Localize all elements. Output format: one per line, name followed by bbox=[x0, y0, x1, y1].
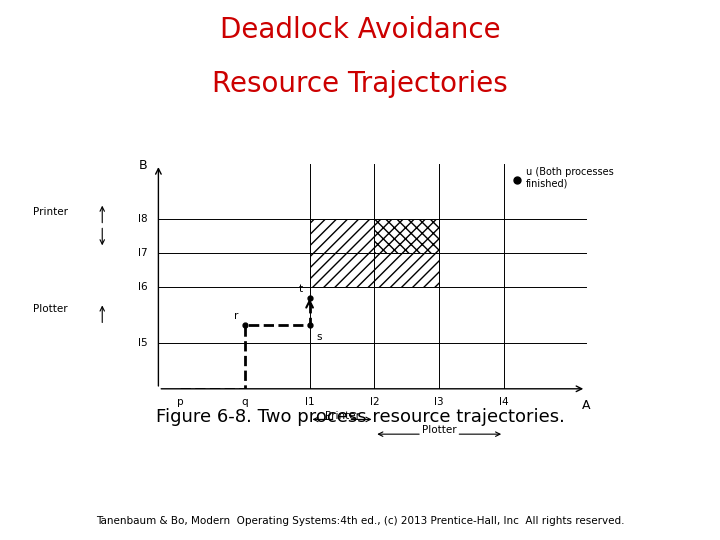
Text: Plotter: Plotter bbox=[422, 425, 456, 435]
Text: l3: l3 bbox=[434, 397, 444, 407]
Text: Figure 6-8. Two process resource trajectories.: Figure 6-8. Two process resource traject… bbox=[156, 408, 564, 426]
Bar bbox=[374, 253, 439, 287]
Text: B: B bbox=[139, 159, 148, 172]
Bar bbox=[310, 219, 374, 253]
Text: Deadlock Avoidance: Deadlock Avoidance bbox=[220, 16, 500, 44]
Text: l7: l7 bbox=[138, 248, 148, 258]
Text: l5: l5 bbox=[138, 339, 148, 348]
Text: l6: l6 bbox=[138, 282, 148, 292]
Text: q: q bbox=[241, 397, 248, 407]
Bar bbox=[310, 253, 374, 287]
Text: l4: l4 bbox=[499, 397, 509, 407]
Text: l1: l1 bbox=[305, 397, 315, 407]
Text: p: p bbox=[176, 397, 184, 407]
Text: A: A bbox=[582, 399, 590, 412]
Text: l8: l8 bbox=[138, 214, 148, 224]
Text: Tanenbaum & Bo, Modern  Operating Systems:4th ed., (c) 2013 Prentice-Hall, Inc  : Tanenbaum & Bo, Modern Operating Systems… bbox=[96, 516, 624, 526]
Text: r: r bbox=[234, 310, 238, 321]
Text: Printer: Printer bbox=[33, 207, 68, 217]
Text: u (Both processes
finished): u (Both processes finished) bbox=[526, 167, 613, 188]
Bar bbox=[374, 219, 439, 253]
Text: Plotter: Plotter bbox=[33, 305, 68, 314]
Text: s: s bbox=[316, 332, 322, 342]
Text: l2: l2 bbox=[369, 397, 379, 407]
Text: Resource Trajectories: Resource Trajectories bbox=[212, 70, 508, 98]
Text: t: t bbox=[299, 284, 303, 294]
Text: Printer: Printer bbox=[325, 411, 359, 422]
